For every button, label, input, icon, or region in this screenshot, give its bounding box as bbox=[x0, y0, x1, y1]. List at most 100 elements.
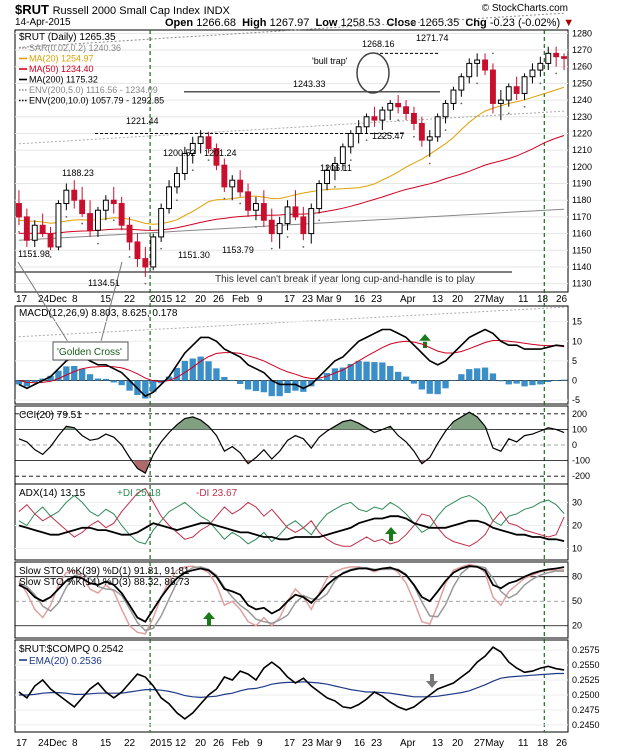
minus-di-legend: -DI 23.67 bbox=[196, 488, 238, 499]
macd-histogram-bar bbox=[47, 375, 54, 381]
panel-frame-macd bbox=[14, 305, 569, 405]
x-axis-label: 22 bbox=[124, 294, 136, 305]
price-point-label: 1225.47 bbox=[372, 131, 405, 141]
candle-body bbox=[482, 59, 488, 71]
price-y-tick: 1260 bbox=[572, 62, 592, 72]
candle-body bbox=[324, 169, 330, 185]
candle-body bbox=[71, 189, 78, 201]
price-y-tick: 1180 bbox=[572, 195, 591, 205]
candle-body bbox=[466, 62, 473, 78]
x-axis-label-bottom: 23 bbox=[371, 738, 383, 749]
candle-body bbox=[411, 112, 417, 124]
sar-dot bbox=[270, 247, 273, 250]
sar-dot bbox=[555, 72, 558, 75]
candle-body bbox=[347, 132, 354, 148]
ratio-y-tick: 0.2525 bbox=[572, 675, 600, 685]
ratio-line bbox=[18, 646, 565, 720]
x-axis-label: 13 bbox=[432, 294, 444, 305]
candle-body bbox=[505, 86, 512, 101]
stoch-k39-line bbox=[18, 565, 565, 623]
macd-histogram-bar bbox=[426, 380, 433, 394]
x-axis-label-bottom: 27May bbox=[474, 738, 504, 749]
cci-overbought-fill bbox=[173, 416, 213, 430]
bull-trap-circle bbox=[356, 52, 390, 94]
candle-body bbox=[197, 136, 204, 144]
x-axis-label: 8 bbox=[72, 294, 78, 305]
macd-histogram-bar bbox=[331, 368, 339, 381]
legend-entry: ENV(200,10.0) 1057.79 - 1292.85 bbox=[29, 96, 164, 106]
envelope-5-upper bbox=[18, 110, 565, 145]
x-axis-label-bottom: Feb bbox=[232, 738, 250, 749]
candle-body bbox=[332, 163, 338, 171]
sar-dot bbox=[239, 202, 242, 205]
macd-histogram-bar bbox=[142, 380, 149, 399]
macd-histogram-bar bbox=[418, 380, 426, 390]
sar-dot bbox=[18, 231, 20, 233]
candle-body bbox=[450, 89, 457, 104]
x-axis-label-bottom: 26 bbox=[213, 738, 225, 749]
price-y-tick: 1130 bbox=[572, 279, 591, 289]
macd-histogram-bar bbox=[434, 380, 441, 395]
macd-histogram-bar bbox=[545, 380, 552, 383]
price-title: $RUT (Daily) 1265.35 bbox=[19, 32, 116, 43]
macd-histogram-bar bbox=[402, 376, 410, 381]
price-point-label: 1206.11 bbox=[320, 163, 352, 173]
stoch-y-tick: 20 bbox=[572, 621, 582, 631]
macd-histogram-bar bbox=[394, 371, 402, 381]
sar-dot bbox=[255, 226, 257, 228]
candle-body bbox=[102, 199, 109, 211]
x-axis-label-bottom: 26 bbox=[556, 738, 568, 749]
macd-histogram-bar bbox=[31, 380, 38, 383]
cci-overbought-fill bbox=[331, 420, 371, 430]
stoch-y-tick: 80 bbox=[572, 572, 582, 582]
sar-dot bbox=[286, 236, 289, 238]
envelope-10-upper bbox=[18, 12, 565, 48]
macd-histogram-bar bbox=[118, 380, 125, 386]
price-point-label: 1201.24 bbox=[204, 148, 237, 158]
candle-body bbox=[418, 122, 425, 141]
candle-body bbox=[403, 106, 409, 114]
candle-body bbox=[158, 208, 165, 238]
price-point-label: 1188.23 bbox=[62, 168, 94, 178]
plus-di-legend: +DI 25.18 bbox=[117, 488, 161, 499]
sar-dot bbox=[349, 159, 352, 162]
x-axis-label: Feb bbox=[232, 294, 250, 305]
price-point-label: 1268.16 bbox=[362, 39, 395, 49]
golden-cross-box bbox=[52, 341, 129, 361]
x-axis-label-bottom: 20 bbox=[452, 738, 464, 749]
candle-body bbox=[426, 136, 433, 141]
candle-body bbox=[142, 258, 149, 268]
sar-dot bbox=[176, 199, 178, 202]
sar-dot bbox=[476, 82, 479, 85]
candle-body bbox=[553, 52, 560, 58]
x-axis-label: 20 bbox=[195, 294, 207, 305]
x-axis-label-bottom: 18 bbox=[537, 738, 549, 749]
cci-title: CCI(20) 79.51 bbox=[19, 410, 82, 421]
legend-entry: ENV(200,5.0) 1116.56 - 1234.09 bbox=[29, 85, 158, 95]
macd-histogram-bar bbox=[205, 361, 212, 381]
candle-body bbox=[166, 186, 172, 210]
macd-histogram-bar bbox=[387, 365, 394, 381]
macd-histogram-bar bbox=[300, 380, 307, 392]
adx-title: ADX(14) 13.15 bbox=[19, 488, 86, 499]
candle-body bbox=[537, 62, 544, 71]
sar-dot bbox=[460, 102, 463, 105]
price-y-tick: 1280 bbox=[572, 28, 592, 38]
bull-trap-label: 'bull trap' bbox=[312, 56, 348, 66]
macd-histogram-bar bbox=[244, 380, 252, 390]
x-axis-label-bottom: 24Dec bbox=[38, 738, 67, 749]
x-axis-label: 16 bbox=[354, 294, 366, 305]
stoch-y-tick: 50 bbox=[572, 596, 582, 606]
cci-y-tick: 100 bbox=[572, 424, 587, 434]
candle-body bbox=[221, 164, 228, 188]
adx-y-tick: 20 bbox=[572, 520, 582, 530]
chg-down-icon: ▼ bbox=[563, 17, 575, 29]
candle-body bbox=[339, 146, 346, 165]
exchange: INDX bbox=[203, 5, 230, 17]
candle-body bbox=[458, 76, 465, 91]
x-axis-label-bottom: 13 bbox=[432, 738, 444, 749]
macd-histogram-bar bbox=[63, 366, 70, 381]
adx-line bbox=[18, 515, 565, 542]
low-label: Low bbox=[315, 17, 338, 29]
